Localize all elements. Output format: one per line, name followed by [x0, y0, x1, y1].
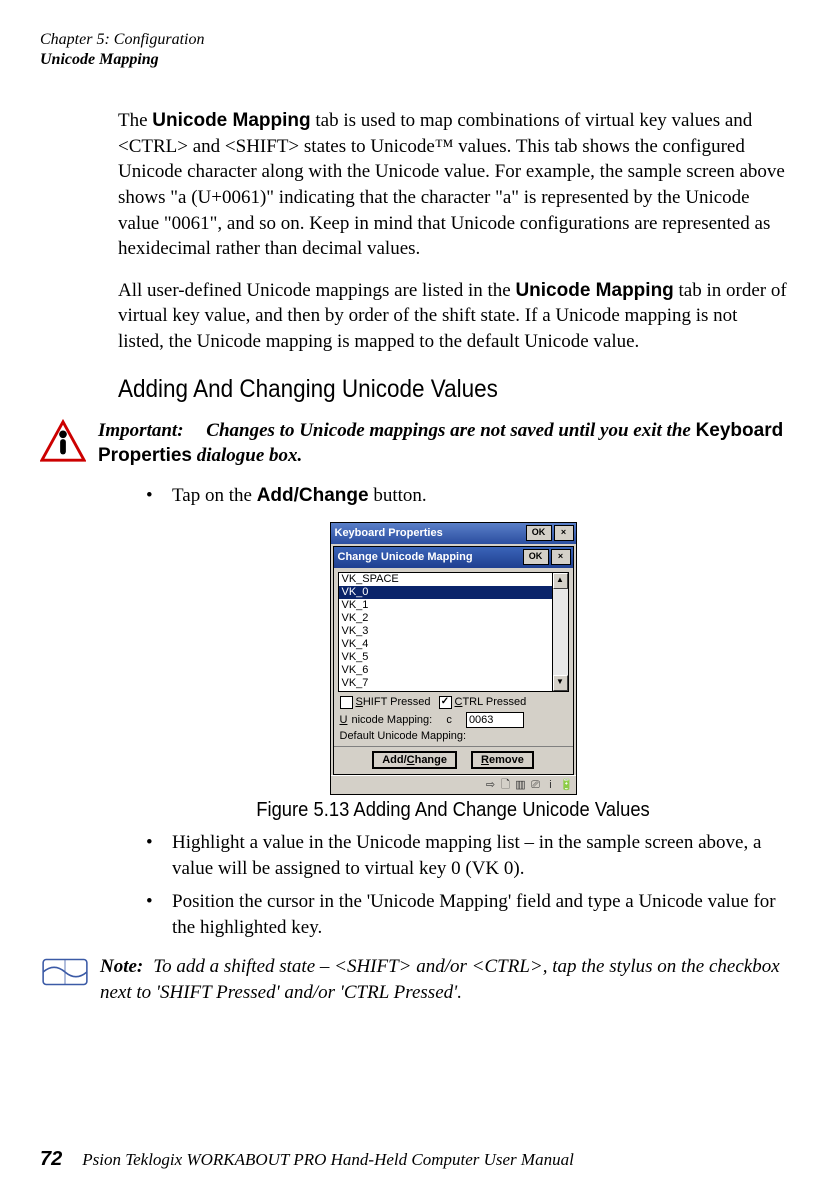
term-unicode-mapping: Unicode Mapping — [152, 110, 310, 131]
default-mapping-row: Default Unicode Mapping: — [334, 729, 573, 743]
chapter-line: Chapter 5: Configuration — [40, 30, 798, 50]
screenshot: Keyboard Properties OK × Change Unicode … — [330, 522, 577, 795]
list-item[interactable]: VK_7 — [339, 677, 552, 690]
close-button-outer[interactable]: × — [554, 525, 574, 541]
outer-title: Keyboard Properties — [335, 527, 443, 539]
note-body: To add a shifted state – <SHIFT> and/or … — [100, 956, 780, 1003]
inner-window: Change Unicode Mapping OK × VK_SPACE VK_… — [333, 546, 574, 775]
step-list-1: Tap on the Add/Change button. — [118, 483, 788, 510]
list-item[interactable]: VK_4 — [339, 638, 552, 651]
inner-title: Change Unicode Mapping — [338, 551, 473, 563]
list-item[interactable]: VK_6 — [339, 664, 552, 677]
tray-icon: i — [545, 779, 557, 791]
close-button-inner[interactable]: × — [551, 549, 571, 565]
unicode-value-field[interactable]: 0063 — [466, 712, 524, 728]
note-icon — [40, 954, 90, 990]
scroll-up[interactable]: ▲ — [553, 573, 568, 589]
ctrl-pressed-check[interactable]: ✓ CTRL Pressed — [439, 696, 527, 709]
scroll-track[interactable] — [553, 589, 568, 675]
outer-titlebar: Keyboard Properties OK × — [331, 523, 576, 544]
shift-pressed-check[interactable]: SHIFT Pressed — [340, 696, 431, 709]
note-callout: Note:To add a shifted state – <SHIFT> an… — [40, 954, 798, 1005]
subsection-heading: Adding And Changing Unicode Values — [118, 375, 721, 404]
vk-listbox[interactable]: VK_SPACE VK_0 VK_1 VK_2 VK_3 VK_4 VK_5 V… — [338, 572, 569, 692]
ok-button-outer[interactable]: OK — [526, 525, 552, 541]
step-list-2: Highlight a value in the Unicode mapping… — [118, 830, 788, 942]
tray-icon: 🔋 — [560, 779, 572, 791]
page-number: 72 — [40, 1148, 62, 1171]
step-position-cursor: Position the cursor in the 'Unicode Mapp… — [146, 889, 788, 942]
page: Chapter 5: Configuration Unicode Mapping… — [0, 0, 838, 1197]
footer: 72 Psion Teklogix WORKABOUT PRO Hand-Hel… — [40, 1148, 574, 1171]
step-tap-add-change: Tap on the Add/Change button. — [146, 483, 788, 510]
body: The Unicode Mapping tab is used to map c… — [118, 108, 788, 404]
running-header: Chapter 5: Configuration Unicode Mapping — [40, 30, 798, 70]
note-text: Note:To add a shifted state – <SHIFT> an… — [100, 954, 798, 1005]
inner-titlebar: Change Unicode Mapping OK × — [334, 547, 573, 568]
remove-button[interactable]: Remove — [471, 751, 534, 769]
warning-icon — [40, 418, 86, 464]
tray-icon: ⎚ — [530, 779, 542, 791]
tray-icon: ▥ — [515, 779, 527, 791]
intro-para-2: All user-defined Unicode mappings are li… — [118, 278, 788, 355]
button-row: Add/Change Remove — [334, 746, 573, 774]
tray-icon: ⇨ — [485, 779, 497, 791]
important-callout: Important: Changes to Unicode mappings a… — [40, 418, 798, 469]
checkbox-icon-checked[interactable]: ✓ — [439, 696, 452, 709]
footer-text: Psion Teklogix WORKABOUT PRO Hand-Held C… — [82, 1150, 574, 1170]
list-item[interactable]: VK_5 — [339, 651, 552, 664]
section-line: Unicode Mapping — [40, 50, 798, 70]
term-unicode-mapping-2: Unicode Mapping — [515, 280, 673, 301]
note-label: Note: — [100, 956, 143, 977]
important-msg-a: Changes to Unicode mappings are not save… — [206, 420, 695, 441]
list-item[interactable]: VK_8 — [339, 690, 552, 692]
body-after-callout: Tap on the Add/Change button. Keyboard P… — [118, 483, 788, 942]
list-item[interactable]: VK_2 — [339, 612, 552, 625]
checkbox-row: SHIFT Pressed ✓ CTRL Pressed — [334, 694, 573, 711]
taskbar: ⇨ 🗋 ▥ ⎚ i 🔋 — [331, 775, 576, 794]
intro-para-1: The Unicode Mapping tab is used to map c… — [118, 108, 788, 262]
list-item[interactable]: VK_SPACE — [339, 573, 552, 586]
list-item-selected[interactable]: VK_0 — [339, 586, 552, 599]
list-item[interactable]: VK_3 — [339, 625, 552, 638]
ok-button-inner[interactable]: OK — [523, 549, 549, 565]
step-highlight: Highlight a value in the Unicode mapping… — [146, 830, 788, 883]
important-label: Important: — [98, 420, 184, 441]
vk-list-inner[interactable]: VK_SPACE VK_0 VK_1 VK_2 VK_3 VK_4 VK_5 V… — [338, 572, 553, 692]
add-change-button[interactable]: Add/Change — [372, 751, 457, 769]
scrollbar[interactable]: ▲ ▼ — [553, 572, 569, 692]
important-msg-b: dialogue box. — [197, 445, 303, 466]
scroll-down[interactable]: ▼ — [553, 675, 568, 691]
figure-caption: Figure 5.13 Adding And Change Unicode Va… — [145, 799, 761, 822]
checkbox-icon[interactable] — [340, 696, 353, 709]
unicode-mapping-row: Unicode Mapping: c 0063 — [334, 711, 573, 729]
tray-icon: 🗋 — [500, 779, 512, 791]
list-item[interactable]: VK_1 — [339, 599, 552, 612]
important-text: Important: Changes to Unicode mappings a… — [98, 418, 798, 469]
figure: Keyboard Properties OK × Change Unicode … — [118, 522, 788, 795]
